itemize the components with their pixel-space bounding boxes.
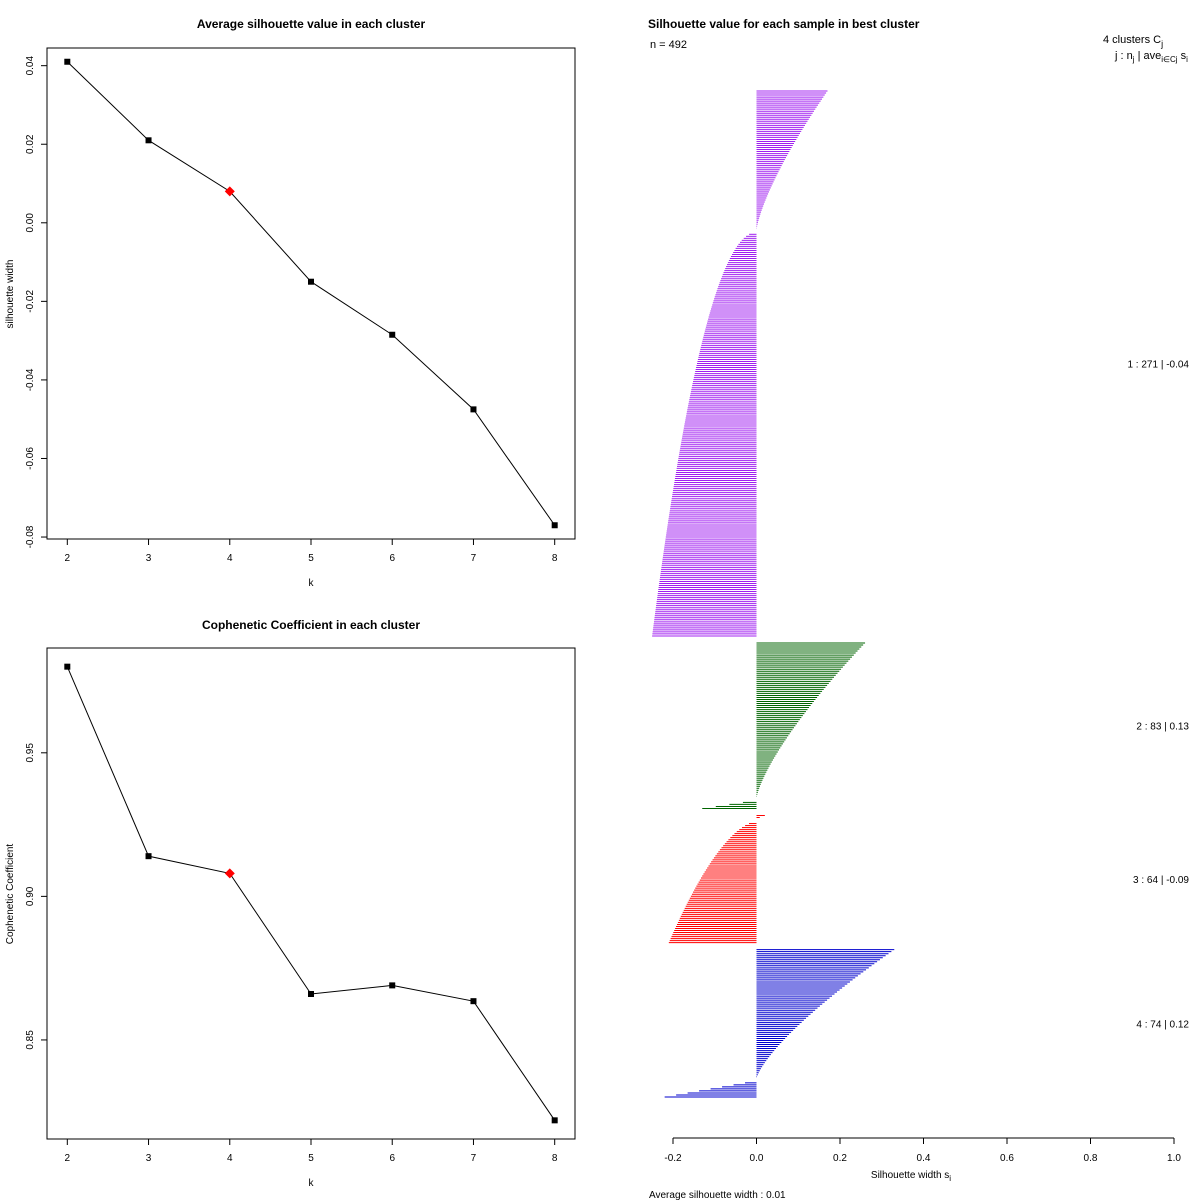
silhouette-line-chart: Average silhouette value in each cluster… bbox=[5, 17, 576, 589]
legend-header-subscript: j bbox=[1160, 39, 1163, 49]
x-tick-label: 1.0 bbox=[1167, 1153, 1181, 1164]
x-tick-label: 0.8 bbox=[1084, 1153, 1098, 1164]
y-tick-label: 0.02 bbox=[25, 134, 36, 154]
x-tick-label: 6 bbox=[389, 553, 395, 564]
x-tick-label: 3 bbox=[146, 553, 152, 564]
cluster-label: 1 : 271 | -0.04 bbox=[1127, 359, 1189, 370]
data-point bbox=[145, 853, 152, 860]
cluster-4-bars bbox=[664, 949, 895, 1098]
cluster-label: 3 : 64 | -0.09 bbox=[1133, 875, 1189, 886]
silhouette-bar-plot: Silhouette value for each sample in best… bbox=[648, 17, 1189, 1200]
data-point bbox=[308, 990, 314, 997]
legend-header-clusters: 4 clusters Cj bbox=[1103, 34, 1163, 49]
y-tick-label: 0.85 bbox=[25, 1030, 36, 1050]
data-point bbox=[551, 1117, 558, 1124]
legend-header-sub-i: i bbox=[1186, 55, 1188, 64]
data-point bbox=[64, 58, 71, 65]
x-axis-label: k bbox=[309, 1178, 315, 1189]
x-axis-label-text: Silhouette width s bbox=[871, 1170, 949, 1181]
y-tick-label: 0.95 bbox=[25, 743, 36, 763]
legend-header-text: s bbox=[1178, 50, 1187, 62]
legend-header-columns: j : nj | avei∈Cj si bbox=[1114, 50, 1188, 64]
x-tick-label: 5 bbox=[308, 1153, 314, 1164]
x-tick-label: 2 bbox=[65, 1153, 71, 1164]
x-tick-label: 2 bbox=[65, 553, 71, 564]
cluster-2-bars bbox=[702, 642, 866, 809]
y-tick-label: 0.00 bbox=[25, 213, 36, 233]
data-point bbox=[308, 278, 314, 285]
data-point bbox=[145, 137, 152, 144]
x-tick-label: 8 bbox=[552, 553, 558, 564]
x-tick-label: 8 bbox=[552, 1153, 558, 1164]
chart-title: Cophenetic Coefficient in each cluster bbox=[202, 618, 420, 632]
x-tick-label: 5 bbox=[308, 553, 314, 564]
x-tick-label: 4 bbox=[227, 1153, 233, 1164]
legend-header-sub-ij: i∈Cj bbox=[1161, 55, 1178, 64]
y-tick-label: -0.04 bbox=[25, 368, 36, 391]
plot-marks: 2 3 4 5 6 7 8 0.85 0.90 0.95 bbox=[25, 663, 558, 1164]
x-tick-label: 7 bbox=[471, 1153, 477, 1164]
data-point bbox=[389, 982, 396, 989]
y-axis-label: silhouette width bbox=[5, 260, 16, 329]
x-tick-label: 6 bbox=[389, 1153, 395, 1164]
data-point bbox=[470, 998, 477, 1005]
legend-header-text: | ave bbox=[1135, 50, 1162, 62]
x-tick-label: 0.0 bbox=[750, 1153, 764, 1164]
x-tick-label: 3 bbox=[146, 1153, 152, 1164]
plot-marks: 2 3 4 5 6 7 8 -0.08 -0.06 -0.04 -0.02 0.00 0.02 0.04 bbox=[25, 56, 558, 564]
cluster-3-bars bbox=[668, 814, 765, 944]
legend-header-sub-j: j bbox=[1132, 55, 1135, 64]
legend-header-text: 4 clusters C bbox=[1103, 34, 1161, 46]
y-tick-label: -0.02 bbox=[25, 290, 36, 313]
x-tick-label: 0.2 bbox=[833, 1153, 847, 1164]
x-axis-label: Silhouette width si bbox=[871, 1170, 951, 1183]
x-axis-label: k bbox=[309, 578, 315, 589]
cluster-1-bars bbox=[652, 90, 828, 637]
average-silhouette-width: Average silhouette width : 0.01 bbox=[649, 1190, 786, 1200]
data-point bbox=[551, 522, 558, 529]
x-tick-label: 0.6 bbox=[1000, 1153, 1014, 1164]
data-point bbox=[470, 406, 477, 413]
highlight-point bbox=[224, 868, 235, 879]
y-tick-label: -0.08 bbox=[25, 525, 36, 548]
silhouette-bars: 1 : 271 | -0.04 2 : 83 | 0.13 3 : 64 | -0.… bbox=[652, 90, 1189, 1098]
cluster-label: 2 : 83 | 0.13 bbox=[1136, 722, 1189, 733]
chart-title: Average silhouette value in each cluster bbox=[197, 17, 426, 31]
y-tick-label: 0.04 bbox=[25, 56, 36, 76]
chart-title: Silhouette value for each sample in best… bbox=[648, 17, 920, 31]
data-point bbox=[64, 663, 71, 670]
legend-header-text: j : n bbox=[1114, 50, 1133, 62]
cluster-label: 4 : 74 | 0.12 bbox=[1136, 1019, 1189, 1030]
highlight-point bbox=[224, 186, 235, 197]
x-tick-label: 4 bbox=[227, 553, 233, 564]
cophenetic-line-chart: Cophenetic Coefficient in each cluster k… bbox=[5, 618, 576, 1189]
y-axis-label: Cophenetic Coefficient bbox=[5, 844, 16, 945]
y-tick-label: 0.90 bbox=[25, 886, 36, 906]
y-tick-label: -0.06 bbox=[25, 447, 36, 470]
sample-count: n = 492 bbox=[650, 39, 687, 51]
x-tick-label: 0.4 bbox=[917, 1153, 931, 1164]
x-tick-label: -0.2 bbox=[664, 1153, 682, 1164]
data-point bbox=[389, 331, 396, 338]
x-axis-label-subscript: i bbox=[949, 1174, 951, 1183]
x-tick-label: 7 bbox=[471, 553, 477, 564]
x-axis: -0.2 0.0 0.2 0.4 0.6 0.8 1.0 bbox=[664, 1137, 1181, 1164]
